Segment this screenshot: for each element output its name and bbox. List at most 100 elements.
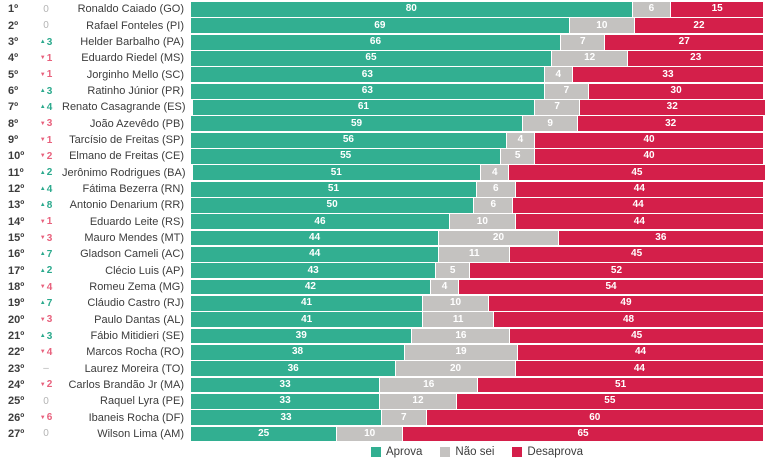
desaprova-swatch-icon: [512, 447, 523, 458]
change-indicator: ▲ 2: [39, 265, 53, 277]
desaprova-segment: 44: [515, 214, 763, 230]
segment-value: 44: [635, 346, 647, 358]
segment-value: 51: [615, 378, 627, 390]
aprova-segment: 39: [191, 328, 412, 344]
segment-value: 6: [648, 3, 655, 15]
segment-value: 55: [604, 395, 616, 407]
aprova-segment: 63: [191, 67, 544, 83]
rank-label: 13º: [8, 199, 25, 212]
segment-value: 44: [633, 362, 645, 374]
desaprova-segment: 27: [605, 34, 763, 50]
rank-label: 3º: [8, 36, 19, 49]
segment-value: 69: [374, 19, 386, 31]
segment-value: 10: [596, 19, 608, 31]
change-indicator: ▼ 3: [39, 118, 53, 130]
stacked-bar: 69 10 22: [191, 18, 763, 34]
segment-value: 32: [666, 101, 678, 113]
triangle-down-icon: ▼: [39, 55, 46, 62]
segment-value: 60: [589, 411, 601, 423]
governor-name: João Azevêdo (PB): [89, 117, 184, 130]
segment-value: 16: [455, 330, 467, 341]
stacked-bar: 43 5 52: [191, 263, 763, 279]
table-row: 1º 0 Ronaldo Caiado (GO) 80 6 15: [0, 2, 768, 17]
change-indicator: ▼ 6: [39, 412, 53, 424]
triangle-down-icon: ▼: [39, 235, 46, 242]
desaprova-segment: 33: [572, 67, 763, 83]
governor-name: Gladson Cameli (AC): [80, 248, 184, 261]
desaprova-segment: 45: [510, 246, 764, 262]
change-indicator: ▲ 7: [39, 248, 53, 260]
segment-value: 49: [620, 297, 632, 309]
change-indicator: ▲ 2: [39, 167, 53, 179]
segment-value: 51: [330, 166, 342, 178]
rank-label: 25º: [8, 395, 25, 408]
desaprova-segment: 44: [518, 344, 764, 360]
nao-sei-segment: 10: [449, 214, 515, 230]
rank-label: 27º: [8, 427, 25, 440]
change-indicator: ▲ 4: [39, 101, 53, 113]
aprova-segment: 46: [191, 214, 449, 230]
triangle-down-icon: ▼: [39, 414, 46, 421]
aprova-segment: 65: [191, 50, 551, 66]
nao-sei-segment: 20: [396, 361, 515, 377]
aprova-segment: 51: [192, 165, 481, 181]
chart-rows: 1º 0 Ronaldo Caiado (GO) 80 6 15 2º 0 Rafael Fon…: [0, 2, 768, 442]
governor-name: Wilson Lima (AM): [97, 427, 184, 440]
change-indicator: ▼ 3: [39, 314, 53, 326]
stacked-bar: 51 4 45: [192, 165, 765, 181]
change-indicator: ▼ 2: [39, 150, 53, 162]
governor-name: Fábio Mitidieri (SE): [90, 330, 184, 342]
stacked-bar: 39 16 45: [191, 328, 763, 344]
stacked-bar: 63 7 30: [191, 83, 763, 99]
nao-sei-segment: 5: [436, 263, 469, 279]
rank-label: 14º: [8, 215, 25, 228]
desaprova-segment: 44: [515, 361, 763, 377]
change-indicator: –: [43, 363, 49, 375]
rank-label: 9º: [8, 134, 19, 147]
segment-value: 44: [633, 215, 645, 227]
segment-value: 45: [631, 248, 643, 260]
aprova-segment: 61: [192, 99, 535, 115]
segment-value: 61: [357, 101, 369, 113]
segment-value: 80: [405, 3, 417, 15]
aprova-segment: 80: [191, 2, 632, 17]
desaprova-segment: 48: [494, 312, 763, 328]
nao-sei-segment: 10: [423, 295, 488, 311]
segment-value: 33: [662, 68, 674, 80]
nao-sei-segment: 12: [551, 50, 628, 66]
segment-value: 33: [280, 411, 292, 423]
desaprova-segment: 60: [426, 410, 763, 426]
segment-value: 33: [279, 378, 291, 390]
aprova-segment: 59: [191, 116, 523, 132]
segment-value: 66: [369, 36, 382, 48]
segment-value: 27: [678, 36, 690, 48]
aprova-segment: 33: [191, 377, 380, 393]
table-row: 2º 0 Rafael Fonteles (PI) 69 10 22: [0, 18, 768, 34]
legend-label-desaprova: Desaprova: [527, 446, 584, 459]
change-indicator: ▼ 2: [39, 379, 53, 391]
change-indicator: 0: [43, 3, 49, 15]
aprova-segment: 66: [191, 34, 560, 50]
triangle-up-icon: ▲: [39, 300, 46, 307]
table-row: 25º 0 Raquel Lyra (PE) 33 12 55: [0, 393, 768, 409]
aprova-segment: 43: [191, 263, 436, 279]
desaprova-segment: 30: [589, 83, 763, 99]
aprova-segment: 41: [191, 312, 423, 328]
table-row: 11º ▲ 2 Jerônimo Rodrigues (BA) 51 4 45: [0, 165, 768, 181]
nao-sei-segment: 4: [506, 132, 534, 148]
stacked-bar: 55 5 40: [191, 148, 763, 164]
segment-value: 4: [441, 281, 448, 293]
rank-label: 17º: [8, 264, 25, 277]
segment-value: 16: [423, 378, 435, 390]
triangle-up-icon: ▲: [39, 104, 46, 111]
segment-value: 40: [643, 150, 655, 162]
segment-value: 43: [307, 264, 319, 276]
governor-name: Renato Casagrande (ES): [62, 101, 186, 114]
legend-item-aprova: Aprova: [370, 446, 422, 458]
aprova-segment: 51: [191, 181, 476, 197]
segment-value: 36: [655, 232, 667, 244]
desaprova-segment: 45: [510, 328, 763, 344]
rank-label: 5º: [8, 68, 19, 81]
desaprova-segment: 44: [515, 181, 763, 197]
stacked-bar: 36 20 44: [191, 361, 763, 377]
